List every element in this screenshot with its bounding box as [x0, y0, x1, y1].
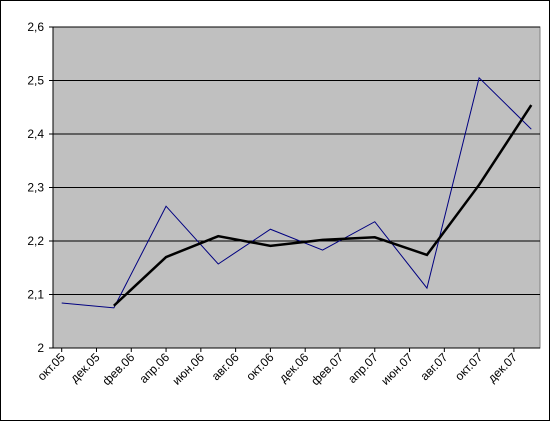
y-tick-label: 2 — [37, 341, 44, 355]
series-line — [113, 104, 533, 307]
series-line — [61, 76, 532, 309]
y-tick-label: 2,6 — [27, 20, 44, 34]
y-tick-label: 2,2 — [27, 234, 44, 248]
y-tick-label: 2,3 — [27, 181, 44, 195]
y-tick-label: 2,5 — [27, 74, 44, 88]
y-tick-label: 2,1 — [27, 288, 44, 302]
y-tick-label: 2,4 — [27, 127, 44, 141]
